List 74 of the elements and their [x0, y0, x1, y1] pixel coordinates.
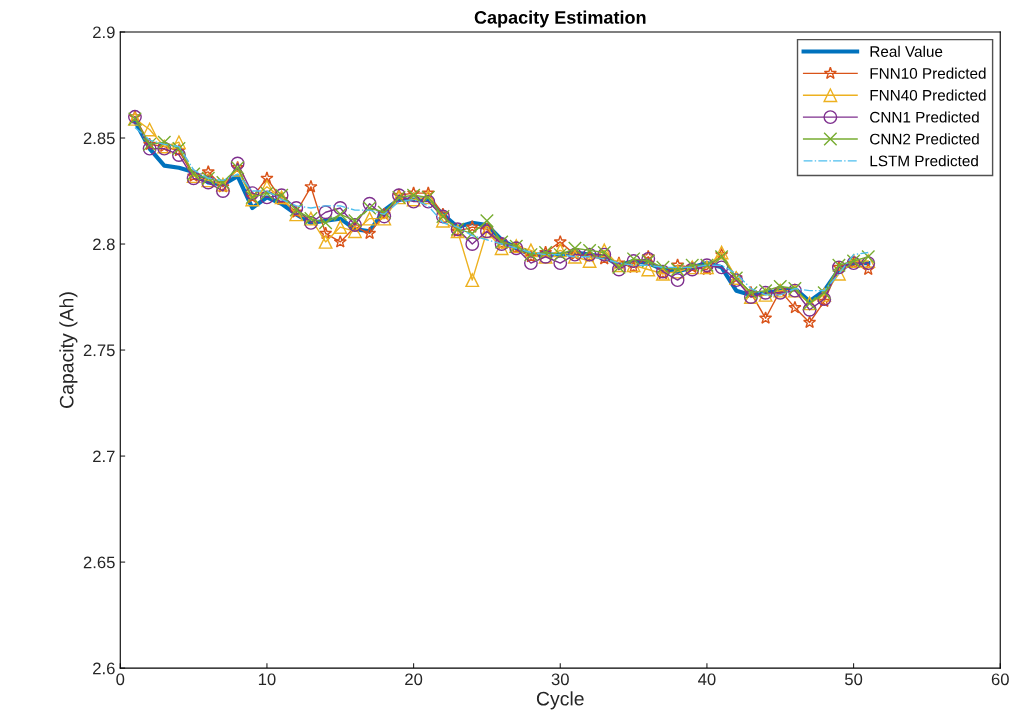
point — [802, 302, 817, 317]
point — [318, 215, 333, 230]
point — [788, 300, 802, 314]
legend-label: FNN40 Predicted — [870, 89, 986, 101]
point — [758, 311, 773, 324]
point — [142, 122, 157, 137]
point — [333, 220, 348, 235]
y-tick-label: 2.9 — [93, 26, 115, 39]
legend-label: Real Value — [870, 45, 943, 57]
legend-label: CNN1 Predicted — [870, 111, 979, 123]
point — [523, 256, 538, 271]
y-tick-label: 2.8 — [93, 238, 115, 251]
point — [553, 256, 568, 271]
point — [465, 226, 480, 241]
point — [670, 273, 685, 288]
point — [802, 315, 817, 329]
legend-label: FNN10 Predicted — [870, 67, 986, 79]
point — [421, 194, 436, 209]
point — [303, 215, 318, 230]
point — [230, 156, 245, 171]
y-tick-label: 2.6 — [93, 662, 115, 675]
point — [304, 179, 318, 193]
point — [318, 226, 333, 240]
point — [612, 256, 626, 269]
point — [362, 226, 377, 240]
point — [362, 211, 377, 226]
point — [171, 148, 186, 162]
legend-label: LSTM Predicted — [870, 155, 978, 167]
point — [259, 190, 274, 205]
point — [553, 243, 568, 258]
point — [347, 213, 362, 228]
point — [465, 237, 480, 251]
point — [861, 249, 876, 264]
point — [201, 164, 215, 178]
point — [260, 171, 274, 185]
point — [861, 262, 875, 276]
point — [465, 273, 480, 288]
point — [523, 243, 538, 258]
point — [289, 207, 304, 222]
x-tick-label: 10 — [258, 673, 276, 686]
point — [553, 234, 567, 248]
point — [318, 234, 333, 249]
x-tick-label: 40 — [698, 673, 716, 686]
point — [435, 213, 450, 228]
x-tick-label: 30 — [551, 673, 569, 686]
legend-label: CNN2 Predicted — [870, 133, 979, 145]
point — [259, 179, 274, 194]
point — [333, 234, 347, 248]
x-tick-label: 20 — [405, 673, 423, 686]
point — [641, 262, 656, 277]
chart-title: Capacity Estimation — [474, 10, 646, 28]
x-tick-label: 0 — [116, 673, 125, 686]
x-tick-label: 60 — [991, 673, 1009, 686]
point — [362, 201, 377, 215]
point — [582, 254, 597, 268]
point — [480, 222, 494, 235]
point — [333, 207, 348, 222]
point — [465, 220, 479, 233]
point — [670, 258, 685, 271]
point — [333, 201, 348, 215]
point — [479, 213, 494, 228]
point — [171, 135, 186, 150]
y-tick-label: 2.65 — [83, 556, 115, 569]
y-tick-label: 2.85 — [83, 132, 115, 145]
x-axis-title: Cycle — [536, 691, 584, 710]
point — [245, 186, 260, 201]
point — [318, 205, 333, 220]
y-tick-label: 2.7 — [93, 450, 115, 463]
x-tick-label: 50 — [844, 673, 863, 686]
point — [347, 224, 362, 239]
y-tick-label: 2.75 — [83, 344, 115, 357]
point — [714, 260, 729, 275]
y-axis-title: Capacity (Ah) — [59, 292, 78, 408]
point — [142, 141, 157, 156]
